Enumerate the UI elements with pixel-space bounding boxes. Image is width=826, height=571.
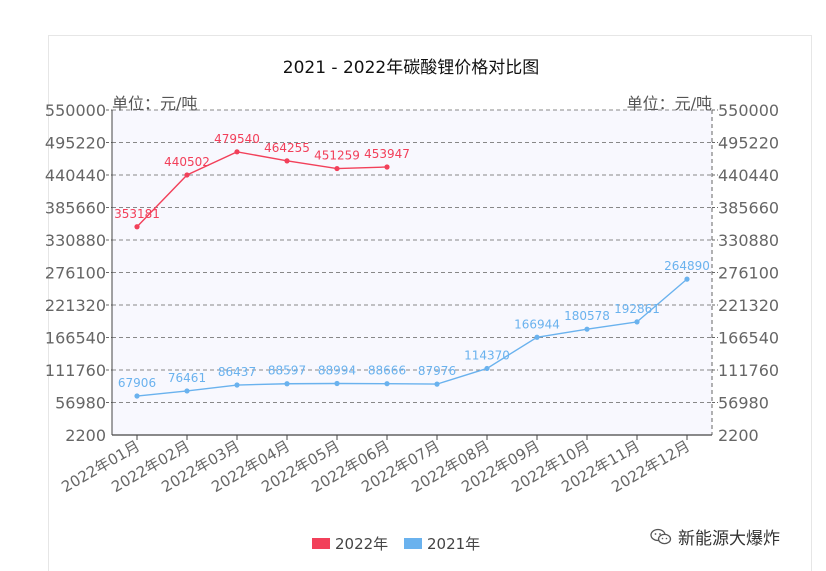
y-tick-label-left: 2200	[65, 426, 106, 445]
data-label: 353181	[114, 207, 160, 221]
data-point	[284, 381, 290, 387]
y-tick-label-left: 276100	[45, 264, 106, 283]
y-tick-label-right: 166540	[718, 329, 779, 348]
series-line-1	[136, 278, 688, 397]
data-point	[184, 172, 190, 178]
data-point	[184, 388, 190, 394]
legend-label: 2022年	[335, 535, 388, 553]
wechat-icon	[650, 528, 672, 544]
data-point	[384, 164, 390, 170]
data-point	[584, 326, 590, 332]
data-label: 86437	[218, 365, 256, 379]
watermark-text: 新能源大爆炸	[678, 529, 780, 549]
data-label: 76461	[168, 371, 206, 385]
chart-title: 2021 - 2022年碳酸锂价格对比图	[283, 58, 539, 78]
data-point	[634, 319, 640, 325]
legend-swatch	[404, 538, 422, 549]
data-point	[684, 276, 690, 282]
data-label: 114370	[464, 348, 510, 362]
y-tick-label-left: 111760	[45, 361, 106, 380]
data-label: 87976	[418, 364, 456, 378]
data-label: 192861	[614, 302, 660, 316]
y-tick-label-right: 440440	[718, 166, 779, 185]
data-point	[234, 382, 240, 388]
y-tick-label-right: 111760	[718, 361, 779, 380]
data-point	[534, 334, 540, 340]
data-label: 479540	[214, 132, 260, 146]
y-tick-label-right: 495220	[718, 134, 779, 153]
y-tick-label-right: 2200	[718, 426, 759, 445]
y-tick-label-right: 330880	[718, 231, 779, 250]
y-tick-label-right: 276100	[718, 264, 779, 283]
data-point	[484, 365, 490, 372]
y-tick-label-right: 221320	[718, 296, 779, 315]
data-label: 464255	[264, 141, 310, 155]
data-point	[134, 224, 140, 230]
data-point	[234, 149, 240, 155]
y-tick-label-right: 385660	[718, 199, 779, 218]
data-label: 166944	[514, 317, 560, 331]
data-point	[334, 380, 340, 387]
y-unit-label-right: 单位：元/吨	[627, 94, 712, 113]
watermark: 新能源大爆炸	[650, 524, 780, 549]
data-label: 88597	[268, 364, 306, 378]
y-unit-label-left: 单位：元/吨	[112, 94, 197, 113]
data-label: 453947	[364, 147, 410, 161]
data-label: 88666	[368, 364, 406, 378]
y-tick-label-left: 440440	[45, 166, 106, 185]
series-line-0	[136, 151, 388, 228]
y-tick-label-left: 221320	[45, 296, 106, 315]
data-point	[434, 381, 440, 387]
data-point	[384, 381, 390, 387]
data-point	[284, 158, 290, 164]
legend-swatch	[312, 538, 330, 549]
data-label: 88994	[318, 364, 356, 378]
y-tick-label-right: 56980	[718, 394, 769, 413]
y-tick-label-left: 550000	[45, 101, 106, 120]
data-label: 180578	[564, 309, 610, 323]
data-label: 440502	[164, 155, 210, 169]
data-label: 451259	[314, 149, 360, 163]
y-tick-label-left: 330880	[45, 231, 106, 250]
data-label: 264890	[664, 259, 710, 273]
y-tick-label-left: 166540	[45, 329, 106, 348]
data-point	[134, 393, 140, 399]
legend-label: 2021年	[427, 535, 480, 553]
y-tick-label-left: 56980	[55, 394, 106, 413]
data-label: 67906	[118, 376, 156, 390]
y-tick-label-right: 550000	[718, 101, 779, 120]
y-tick-label-left: 385660	[45, 199, 106, 218]
data-point	[334, 165, 340, 172]
y-tick-label-left: 495220	[45, 134, 106, 153]
